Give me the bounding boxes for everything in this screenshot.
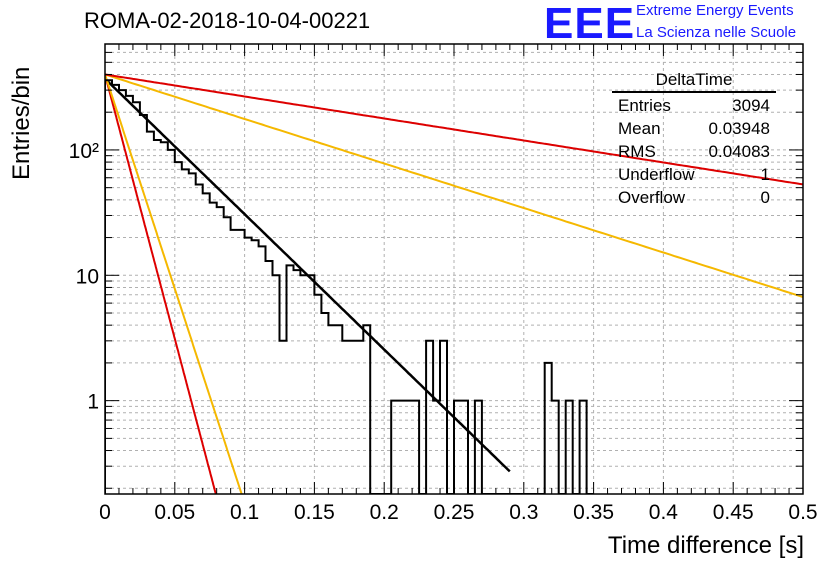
x-tick-label: 0.2	[370, 501, 399, 524]
stats-value: 0	[760, 188, 770, 207]
stats-row-overflow: Overflow 0	[612, 186, 776, 209]
stats-row-underflow: Underflow 1	[612, 163, 776, 186]
curve-red-steep	[105, 74, 217, 494]
y-tick-label: 10²	[69, 140, 99, 163]
curve-orange-shallow	[105, 73, 803, 298]
stats-box: DeltaTime Entries 3094 Mean 0.03948 RMS 0.0…	[612, 70, 776, 209]
y-tick-label: 1	[87, 391, 99, 414]
histogram	[105, 79, 594, 494]
curve-orange-steep	[105, 74, 243, 494]
x-tick-label: 0.35	[573, 501, 614, 524]
x-tick-label: 0.25	[434, 501, 475, 524]
stats-value: 1	[760, 165, 770, 184]
y-tick-label: 10	[76, 265, 99, 288]
x-tick-label: 0.15	[294, 501, 335, 524]
x-tick-label: 0.05	[154, 501, 195, 524]
stats-row-rms: RMS 0.04083	[612, 140, 776, 163]
logo-subtitle-line1: Extreme Energy Events	[636, 2, 794, 19]
stats-row-entries: Entries 3094	[612, 94, 776, 117]
eee-logo: EEE	[544, 0, 636, 48]
stats-row-mean: Mean 0.03948	[612, 117, 776, 140]
x-tick-label: 0.5	[788, 501, 817, 524]
x-tick-label: 0.1	[230, 501, 259, 524]
x-tick-label: 0.45	[713, 501, 754, 524]
stats-label: Entries	[618, 96, 671, 115]
y-axis-label: Entries/bin	[8, 66, 35, 180]
x-tick-label: 0.3	[509, 501, 538, 524]
stats-label: Mean	[618, 119, 661, 138]
stats-value: 0.03948	[708, 119, 770, 138]
x-tick-label: 0	[99, 501, 111, 524]
logo-subtitle-line2: La Scienza nelle Scuole	[636, 24, 797, 41]
stats-value: 0.04083	[708, 142, 770, 161]
x-tick-label: 0.4	[649, 501, 679, 524]
chart-title: ROMA-02-2018-10-04-00221	[84, 8, 371, 33]
curve-red-shallow	[105, 73, 803, 186]
stats-value: 3094	[732, 96, 770, 115]
stats-label: Underflow	[618, 165, 695, 184]
stats-label: RMS	[618, 142, 656, 161]
x-axis-label: Time difference [s]	[607, 532, 804, 559]
stats-title: DeltaTime	[612, 70, 776, 93]
stats-label: Overflow	[618, 188, 686, 207]
